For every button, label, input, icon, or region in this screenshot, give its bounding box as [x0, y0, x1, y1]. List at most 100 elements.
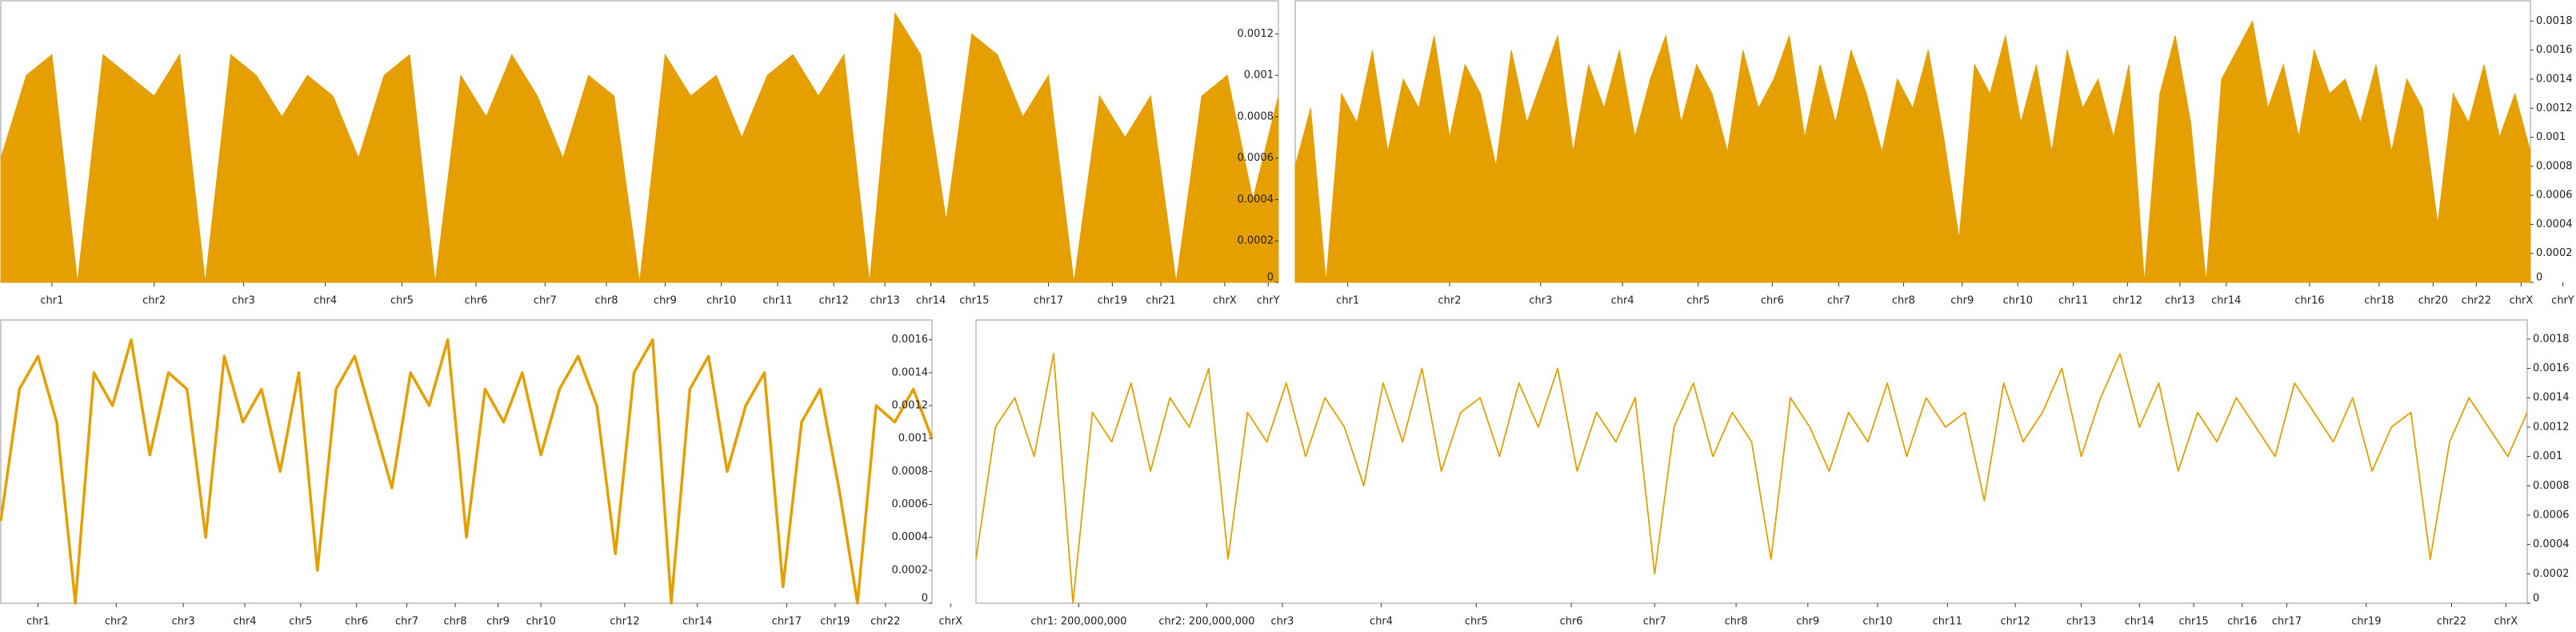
x-tick-label: chr17: [2272, 616, 2302, 628]
x-tick-label: chr14: [916, 295, 946, 307]
y-tick-label: 0.0008: [2533, 480, 2570, 492]
x-tick-label: chrX: [1213, 295, 1237, 307]
x-tick-label: chr21: [1146, 295, 1175, 307]
x-tick-label: chr5: [1686, 295, 1710, 307]
x-tick-label: chr17: [1034, 295, 1063, 307]
y-tick-label: 0.0002: [1238, 235, 1274, 247]
x-tick-label: chr12: [2113, 295, 2142, 307]
y-tick-label: 0.0008: [892, 466, 929, 478]
x-tick-label: chr22: [2437, 616, 2466, 628]
y-tick-label: 0.0018: [2533, 333, 2570, 345]
y-tick-label: 0.0014: [2533, 392, 2570, 404]
coverage-line: [975, 353, 2528, 604]
x-tick-label: chr3: [172, 616, 195, 628]
x-tick-label: chr22: [2462, 295, 2491, 307]
x-tick-label: chrX: [938, 616, 962, 628]
x-tick-label: chr1: 200,000,000: [1030, 616, 1126, 628]
coverage-area: [1294, 19, 2531, 283]
y-tick-label: 0.0002: [2536, 247, 2573, 259]
x-tick-label: chr9: [654, 295, 677, 307]
y-tick-label: 0.0006: [2533, 509, 2570, 521]
x-tick-label: chr3: [1270, 616, 1294, 628]
x-tick-label: chr5: [390, 295, 414, 307]
x-tick-label: chr14: [682, 616, 712, 628]
x-tick-label: chr10: [526, 616, 555, 628]
y-tick-label: 0.0014: [2536, 73, 2573, 85]
x-tick-label: chr2: 200,000,000: [1158, 616, 1254, 628]
x-tick-label: chr4: [314, 295, 337, 307]
x-tick-label: chr16: [2294, 295, 2324, 307]
x-tick-label: chr19: [1098, 295, 1127, 307]
x-tick-label: chr5: [289, 616, 312, 628]
x-tick-label: chr13: [2165, 295, 2194, 307]
x-tick-label: chr14: [2125, 616, 2154, 628]
x-tick-label: chr12: [819, 295, 849, 307]
y-tick-label: 0.0018: [2536, 15, 2573, 27]
x-tick-label: chr4: [233, 616, 256, 628]
plot-frame: [0, 319, 933, 604]
y-tick-label: 0.0016: [2536, 44, 2573, 56]
x-tick-label: chr11: [2058, 295, 2088, 307]
x-tick-label: chr6: [1761, 295, 1784, 307]
y-tick-label: 0.001: [1244, 70, 1274, 82]
y-tick-label: 0.0006: [2536, 190, 2573, 202]
x-tick-label: chr8: [1725, 616, 1748, 628]
y-tick-label: 0: [1267, 272, 1274, 284]
y-tick-label: 0.0008: [1238, 110, 1274, 122]
x-tick-label: chr3: [1529, 295, 1552, 307]
x-tick-label: chr4: [1370, 616, 1393, 628]
x-tick-label: chr13: [2066, 616, 2096, 628]
x-tick-label: chr16: [2227, 616, 2257, 628]
x-tick-label: chr14: [2211, 295, 2241, 307]
x-tick-label: chr3: [232, 295, 255, 307]
x-tick-label: chrX: [2494, 616, 2518, 628]
y-tick-label: 0.0004: [2533, 538, 2570, 550]
x-tick-label: chr8: [1892, 295, 1915, 307]
x-tick-label: chr15: [959, 295, 989, 307]
y-tick-label: 0.0002: [2533, 568, 2570, 580]
y-tick-label: 0.0012: [2536, 102, 2573, 114]
y-tick-label: 0.0016: [2533, 362, 2570, 374]
x-tick-label: chr11: [762, 295, 792, 307]
x-tick-label: chr1: [26, 616, 50, 628]
y-tick-label: 0.0006: [892, 498, 929, 510]
x-tick-label: chr5: [1465, 616, 1488, 628]
x-tick-label: chr12: [610, 616, 639, 628]
y-tick-label: 0: [922, 593, 928, 605]
y-tick-label: 0.0012: [2533, 421, 2570, 433]
y-tick-label: 0.0004: [892, 531, 929, 543]
x-tick-label: chr4: [1611, 295, 1634, 307]
x-tick-label: chr19: [820, 616, 850, 628]
x-tick-label: chr10: [2003, 295, 2033, 307]
y-tick-label: 0.0002: [892, 564, 929, 576]
y-tick-label: 0.0012: [1238, 28, 1274, 40]
x-tick-label: chr2: [142, 295, 166, 307]
x-tick-label: chr13: [870, 295, 899, 307]
x-tick-label: chr17: [772, 616, 802, 628]
x-tick-label: chrY: [2551, 295, 2574, 307]
x-tick-label: chr8: [594, 295, 618, 307]
x-tick-label: chr7: [1827, 295, 1850, 307]
x-tick-label: chr18: [2364, 295, 2394, 307]
x-tick-label: chr7: [395, 616, 418, 628]
x-tick-label: chr1: [40, 295, 63, 307]
y-tick-label: 0.0004: [2536, 218, 2573, 230]
x-tick-label: chr7: [1643, 616, 1666, 628]
x-tick-label: chr9: [486, 616, 510, 628]
x-tick-label: chr9: [1950, 295, 1974, 307]
x-tick-label: chr2: [105, 616, 128, 628]
y-tick-label: 0.001: [898, 433, 928, 445]
x-tick-label: chr15: [2178, 616, 2208, 628]
x-tick-label: chr20: [2418, 295, 2448, 307]
y-tick-label: 0.001: [2533, 450, 2562, 462]
x-tick-label: chr22: [870, 616, 900, 628]
x-tick-label: chrX: [2510, 295, 2534, 307]
coverage-line: [0, 338, 934, 605]
plot-frame: [975, 319, 2528, 604]
x-tick-label: chrY: [1257, 295, 1280, 307]
x-tick-label: chr9: [1796, 616, 1819, 628]
y-tick-label: 0.0014: [892, 366, 929, 378]
y-tick-label: 0.001: [2536, 131, 2566, 143]
x-tick-label: chr1: [1336, 295, 1359, 307]
